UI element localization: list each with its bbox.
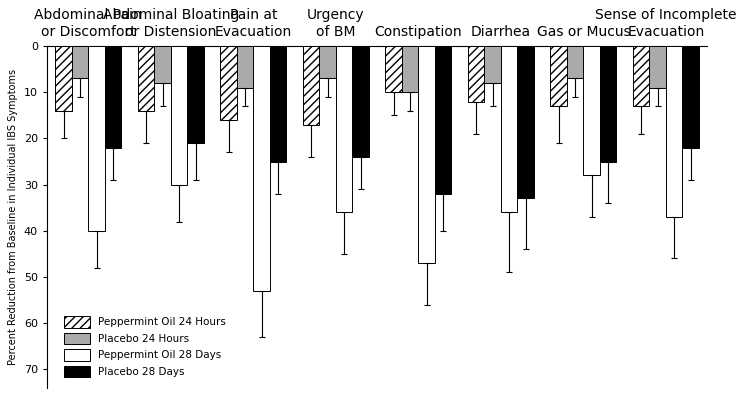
Bar xyxy=(682,46,699,148)
Bar xyxy=(650,46,666,88)
Bar xyxy=(550,46,567,106)
Bar xyxy=(72,46,88,78)
Bar xyxy=(468,46,484,101)
Bar xyxy=(336,46,352,212)
Bar xyxy=(105,46,122,148)
Bar xyxy=(88,46,105,231)
Y-axis label: Percent Reduction from Baseline in Individual IBS Symptoms: Percent Reduction from Baseline in Indiv… xyxy=(8,69,18,365)
Bar xyxy=(501,46,518,212)
Bar xyxy=(567,46,584,78)
Bar xyxy=(171,46,188,185)
Bar xyxy=(138,46,154,111)
Bar xyxy=(435,46,451,194)
Bar xyxy=(237,46,254,88)
Bar xyxy=(303,46,320,125)
Bar xyxy=(220,46,237,120)
Bar xyxy=(352,46,369,157)
Bar xyxy=(518,46,534,198)
Bar xyxy=(254,46,270,291)
Bar xyxy=(270,46,286,162)
Bar xyxy=(320,46,336,78)
Bar xyxy=(56,46,72,111)
Bar xyxy=(584,46,600,175)
Legend: Peppermint Oil 24 Hours, Placebo 24 Hours, Peppermint Oil 28 Days, Placebo 28 Da: Peppermint Oil 24 Hours, Placebo 24 Hour… xyxy=(58,311,232,383)
Bar xyxy=(154,46,171,83)
Bar xyxy=(633,46,650,106)
Bar xyxy=(386,46,402,92)
Bar xyxy=(402,46,418,92)
Bar xyxy=(188,46,204,143)
Bar xyxy=(484,46,501,83)
Bar xyxy=(419,46,435,263)
Bar xyxy=(666,46,682,217)
Bar xyxy=(600,46,616,162)
